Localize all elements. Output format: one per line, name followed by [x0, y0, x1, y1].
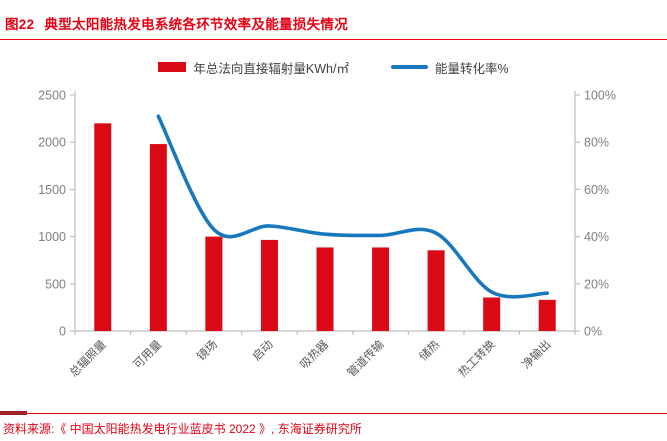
x-category-label: 储热 — [416, 337, 443, 364]
accent-bar — [0, 411, 27, 415]
right-axis-tick-label: 20% — [584, 277, 609, 291]
legend-item-bar: 年总法向直接辐射量KWh/㎡ — [158, 58, 349, 77]
right-axis-tick-label: 40% — [584, 230, 609, 244]
chart-legend: 年总法向直接辐射量KWh/㎡ 能量转化率% — [0, 57, 667, 77]
left-axis-tick-label: 2500 — [38, 89, 66, 103]
bar-净输出 — [538, 299, 556, 331]
bar-管道传输 — [372, 247, 390, 331]
right-axis-tick-label: 60% — [584, 183, 609, 197]
source-text: 资料来源:《 中国太阳能热发电行业蓝皮书 2022 》, 东海证券研究所 — [3, 422, 362, 436]
left-axis-tick-label: 1000 — [38, 230, 66, 244]
left-axis-tick-label: 0 — [59, 325, 66, 339]
chart-area: 2500 2000 1500 1000 500 0 100% 80% 60% 40% 20% 0% 总辐… — [0, 85, 667, 399]
figure-number: 图22 — [5, 17, 35, 32]
x-category-label: 热工转换 — [455, 337, 498, 380]
x-category-label: 启动 — [250, 338, 275, 363]
right-axis-tick-label: 80% — [584, 136, 609, 150]
left-axis-tick-label: 2000 — [38, 136, 66, 150]
conversion-rate-line — [156, 114, 549, 299]
x-category-label: 镜场 — [194, 337, 220, 363]
bar-总辐照量 — [94, 123, 112, 331]
bar-热工转换 — [483, 297, 501, 331]
bar-镜场 — [205, 236, 223, 331]
figure-title-text: 典型太阳能热发电系统各环节效率及能量损失情况 — [44, 17, 349, 32]
right-axis-tick-label: 0% — [584, 325, 602, 339]
bar-可用量 — [149, 144, 167, 331]
right-axis-tick-label: 100% — [584, 89, 616, 103]
legend-bar-label: 年总法向直接辐射量KWh/㎡ — [193, 61, 349, 76]
bar-吸热器 — [316, 247, 334, 331]
x-category-label: 净输出 — [519, 337, 553, 371]
combo-chart: 2500 2000 1500 1000 500 0 100% 80% 60% 40% 20% 0% 总辐… — [38, 89, 616, 380]
bar-启动 — [260, 239, 278, 331]
bar-储热 — [427, 250, 445, 331]
left-axis-tick-label: 1500 — [38, 183, 66, 197]
source-note: 资料来源:《 中国太阳能热发电行业蓝皮书 2022 》, 东海证券研究所 — [0, 411, 667, 441]
x-category-label: 可用量 — [131, 338, 165, 372]
x-category-label: 吸热器 — [298, 338, 332, 372]
line-series-swatch-icon — [390, 65, 428, 69]
x-category-label: 总辐照量 — [66, 337, 108, 379]
legend-line-label: 能量转化率% — [434, 61, 509, 76]
legend-item-line: 能量转化率% — [390, 58, 509, 77]
bar-series-swatch-icon — [158, 62, 187, 72]
x-category-label: 管道传输 — [344, 337, 387, 380]
figure-title: 图22 典型太阳能热发电系统各环节效率及能量损失情况 — [0, 0, 667, 40]
left-axis-tick-label: 500 — [45, 277, 66, 291]
